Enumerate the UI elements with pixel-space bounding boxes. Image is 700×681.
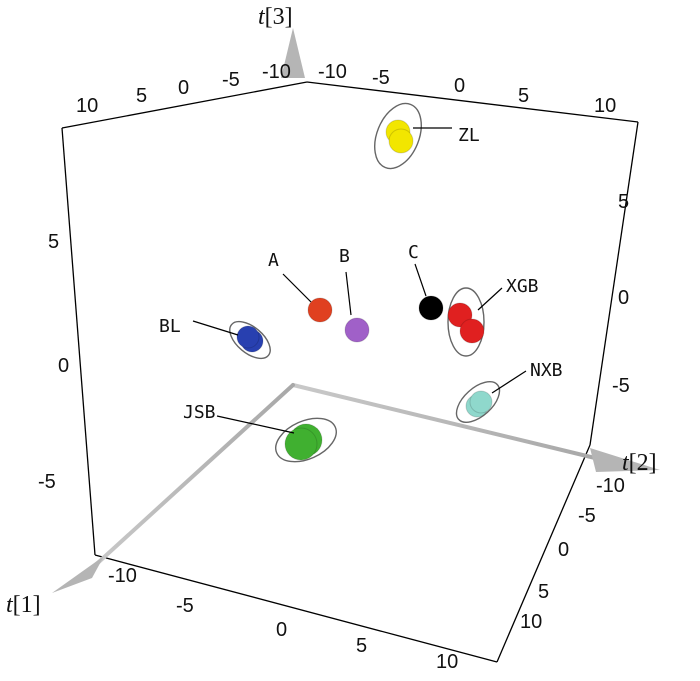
group-ellipse-xgb xyxy=(447,287,485,357)
axis-t1 xyxy=(88,383,295,572)
point-label-b: B xyxy=(339,246,350,267)
tick-label-t2: 0 xyxy=(558,539,569,561)
point-label-a: A xyxy=(268,250,279,271)
point-jsb xyxy=(284,427,318,461)
axis-t3-arrow xyxy=(281,28,305,78)
point-label-jsb: JSB xyxy=(183,402,216,423)
leader-line-a xyxy=(282,273,312,303)
data-points xyxy=(229,102,501,463)
tick-label-t1: 5 xyxy=(356,635,367,657)
group-ellipse-bl xyxy=(229,320,271,360)
point-bl xyxy=(236,325,260,349)
point-zl xyxy=(388,128,414,154)
tick-label: -5 xyxy=(612,375,630,397)
leader-line-b xyxy=(345,271,352,316)
tick-label-t2: -10 xyxy=(596,475,625,497)
point-label-c: C xyxy=(408,242,419,263)
tick-label: 5 xyxy=(518,85,529,107)
box-edge xyxy=(306,81,639,123)
tick-label: 0 xyxy=(178,77,189,99)
tick-label: 0 xyxy=(454,75,465,97)
tick-labels: 10 5 0 -5 -10 -10 -5 0 5 1050-550-5-10-50510-10-5… xyxy=(38,61,630,673)
axis-t2 xyxy=(291,383,597,460)
point-xgb xyxy=(459,318,485,344)
point-label-bl: BL xyxy=(159,316,181,337)
tick-label: 5 xyxy=(136,85,147,107)
bounding-box xyxy=(61,81,639,663)
leader-line-jsb xyxy=(216,415,295,434)
point-label-nxb: NXB xyxy=(530,360,563,381)
tick-label: -5 xyxy=(222,69,240,91)
box-edge xyxy=(61,127,96,556)
tick-label-t2: 5 xyxy=(538,581,549,603)
tick-label-t2: 10 xyxy=(520,611,542,633)
axis-t2-arrow xyxy=(590,448,660,472)
tick-label-t1: 10 xyxy=(436,651,458,673)
box-edge xyxy=(61,81,308,129)
group-ellipse-nxb xyxy=(455,381,501,423)
tick-label-t1: -10 xyxy=(108,565,137,587)
leader-line-c xyxy=(414,263,427,297)
tick-label: -10 xyxy=(262,61,291,83)
tick-label: -10 xyxy=(318,61,347,83)
tick-label: 10 xyxy=(76,95,98,117)
point-label-xgb: XGB xyxy=(506,276,539,297)
tick-label-t1: -5 xyxy=(176,595,194,617)
tick-label-t1: 0 xyxy=(276,619,287,641)
tick-label: 5 xyxy=(618,191,629,213)
axis-t1-arrow xyxy=(52,556,104,593)
point-labels: ZL XGB BL NXB JSB A B C xyxy=(159,125,563,434)
leader-line-xgb xyxy=(477,287,503,311)
box-edge xyxy=(94,554,498,663)
box-edge xyxy=(589,121,639,446)
axis-title-t2: t[2] xyxy=(622,450,657,476)
leader-line-bl xyxy=(192,320,239,336)
point-b xyxy=(344,317,370,343)
tick-label: -5 xyxy=(372,67,390,89)
tick-label-t2: -5 xyxy=(578,505,596,527)
point-label-zl: ZL xyxy=(458,125,480,146)
tick-label: 10 xyxy=(594,95,616,117)
axis-title-t1: t[1] xyxy=(6,592,41,618)
point-c xyxy=(418,295,444,321)
group-ellipse-zl xyxy=(374,102,422,170)
tick-label: 5 xyxy=(48,231,59,253)
point-nxb xyxy=(469,390,493,414)
leader-line-nxb xyxy=(491,370,527,394)
axis-title-t3: t[3] xyxy=(258,4,293,30)
tick-label: -5 xyxy=(38,471,56,493)
tick-label: 0 xyxy=(618,287,629,309)
box-edge xyxy=(496,444,591,663)
axes xyxy=(52,28,660,593)
tick-label: 0 xyxy=(58,355,69,377)
point-a xyxy=(307,297,333,323)
group-ellipse-jsb xyxy=(275,417,337,463)
